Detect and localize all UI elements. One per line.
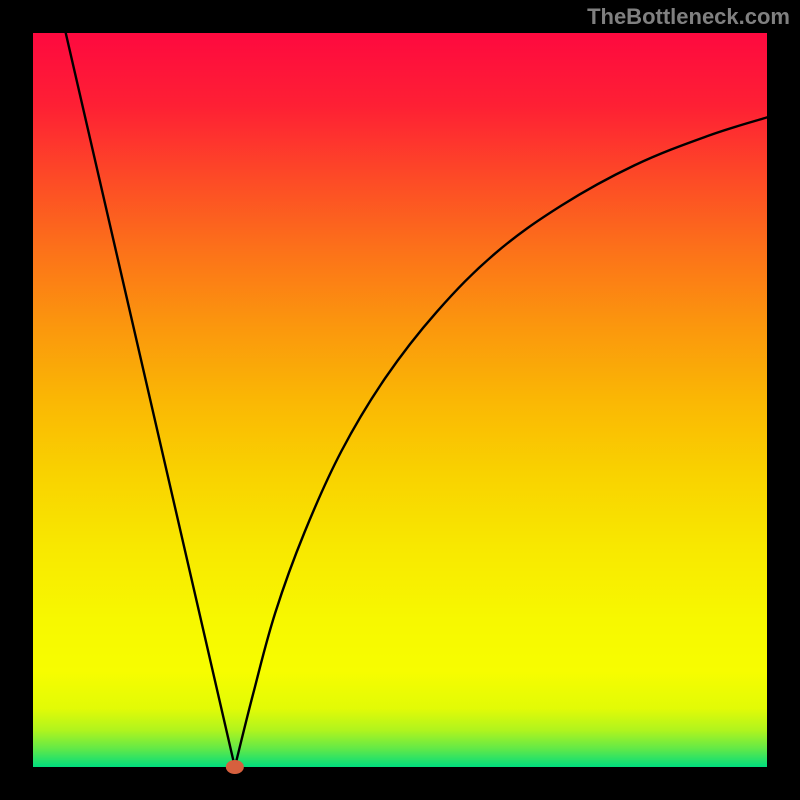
bottleneck-chart (0, 0, 800, 800)
plot-background (33, 33, 767, 767)
chart-container: TheBottleneck.com (0, 0, 800, 800)
watermark-text: TheBottleneck.com (587, 4, 790, 30)
min-point-marker (226, 760, 244, 774)
